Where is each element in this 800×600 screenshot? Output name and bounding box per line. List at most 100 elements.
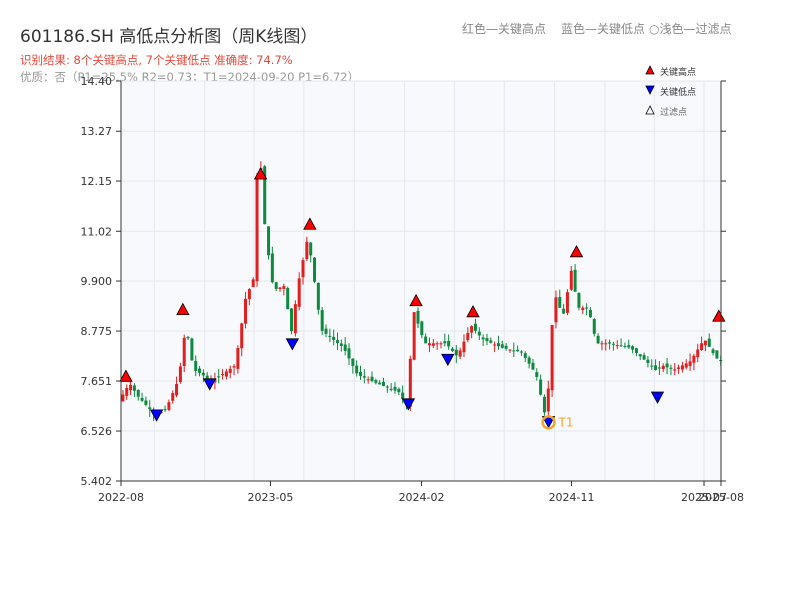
candle [132, 383, 136, 398]
candle-body [604, 343, 608, 345]
candle-body [286, 288, 290, 310]
candle-body [125, 387, 129, 396]
candle-body [665, 363, 669, 368]
candle-body [443, 341, 447, 344]
candle-body [278, 287, 282, 289]
key-high-marker [119, 369, 133, 382]
candle-body [190, 338, 194, 361]
candle [194, 355, 198, 377]
candle-body [217, 376, 221, 378]
candle [600, 340, 604, 351]
chart-title: 601186.SH 高低点分析图（周K线图） [20, 27, 318, 47]
candle-body [519, 351, 523, 353]
candle [247, 288, 251, 306]
candle-body [129, 384, 133, 391]
key-high-marker [253, 167, 268, 180]
candle-body [351, 358, 355, 366]
candle [443, 333, 447, 347]
candle [286, 286, 290, 310]
candle-body [274, 282, 278, 289]
candle [224, 368, 228, 380]
candle [244, 291, 248, 329]
y-tick-label: 9.900 [81, 275, 113, 288]
key-high-marker [712, 309, 726, 322]
candle-body [370, 376, 374, 382]
candle [328, 328, 332, 343]
candle-body [121, 394, 125, 402]
candle [615, 340, 619, 350]
key-low-marker [441, 353, 455, 367]
candle [665, 358, 669, 375]
candle-body [144, 400, 148, 405]
candle-body [182, 337, 186, 366]
candle [500, 340, 504, 349]
candle [447, 334, 451, 350]
candle-body [496, 343, 500, 347]
candle-body [175, 384, 179, 396]
candle-body [627, 345, 631, 348]
candle-body [703, 340, 707, 346]
candle [485, 333, 489, 346]
candle-body [309, 242, 313, 256]
candle-body [588, 309, 592, 318]
candle [650, 359, 654, 370]
candle-body [382, 381, 385, 386]
candle-body [700, 343, 704, 351]
candle-body [332, 336, 336, 340]
candle [638, 354, 642, 360]
candle [332, 329, 336, 346]
candle [163, 405, 167, 413]
candle [608, 339, 612, 350]
candle-body [485, 338, 489, 342]
candle [282, 283, 286, 296]
y-tick-label: 11.02 [81, 225, 113, 238]
candle-body [592, 319, 596, 334]
result-summary: 识别结果: 8个关键高点, 7个关键低点 准确度: 74.7% [20, 53, 293, 67]
candle-body [221, 374, 225, 376]
candle [255, 173, 259, 287]
candle-body [178, 366, 182, 382]
t1-marker [541, 415, 556, 430]
candle-body [163, 409, 167, 411]
candle-body [565, 292, 569, 313]
candle-body [661, 365, 665, 370]
candle [416, 307, 420, 329]
filtered-triangle-icon [645, 105, 655, 115]
candle-body [608, 342, 612, 344]
candle-body [558, 296, 562, 308]
candle-body [512, 350, 516, 352]
candle [715, 350, 719, 359]
candle-body [359, 371, 363, 376]
candle-body [132, 385, 136, 391]
candle-body [362, 376, 366, 378]
candle-body [228, 368, 232, 373]
candle [512, 342, 516, 357]
key-low-marker [149, 409, 164, 422]
candle [565, 289, 569, 316]
candle-body [236, 347, 240, 369]
candle [370, 371, 374, 383]
y-tick-label: 8.775 [81, 325, 113, 338]
candle-body [470, 326, 474, 333]
candle [339, 339, 343, 352]
candle-body [293, 304, 297, 334]
candle [454, 344, 458, 364]
candle-body [374, 380, 378, 383]
candle [642, 352, 646, 360]
candle [558, 289, 562, 308]
candle-body [408, 358, 412, 407]
candle-body [531, 362, 535, 370]
candle [290, 307, 294, 335]
candle [389, 383, 393, 392]
candle-body [657, 367, 661, 369]
candle [546, 380, 550, 419]
candle [362, 369, 366, 384]
candle-body [542, 396, 546, 413]
candle-body [684, 363, 688, 368]
candle [542, 394, 546, 416]
candle [267, 226, 271, 260]
candle [435, 341, 439, 350]
candle-body [650, 365, 654, 367]
candle-body [136, 389, 140, 397]
candle-body [493, 344, 497, 346]
